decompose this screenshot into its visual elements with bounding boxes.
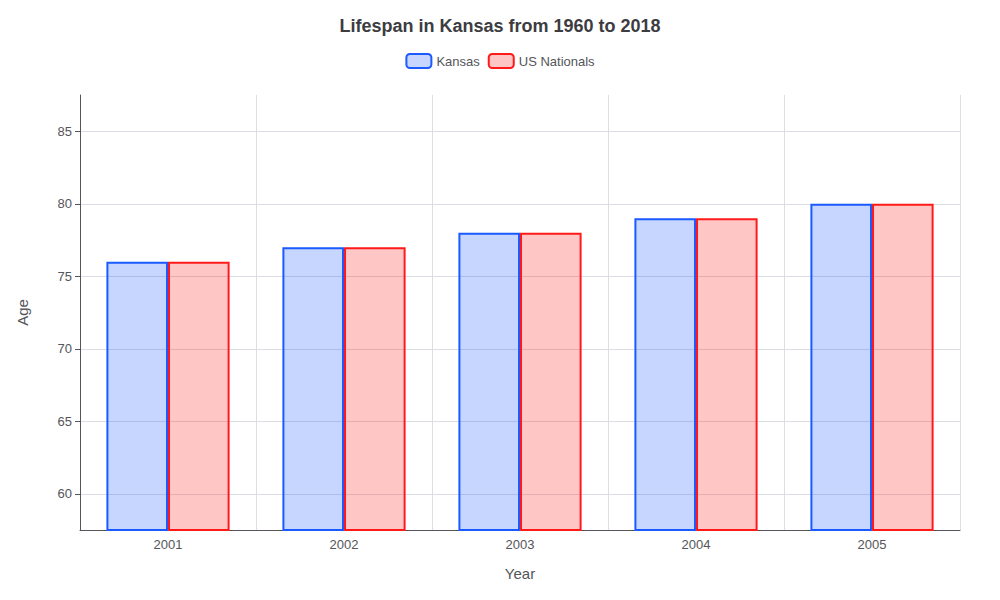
svg-text:2005: 2005 bbox=[858, 537, 887, 552]
svg-text:60: 60 bbox=[58, 486, 72, 501]
svg-text:65: 65 bbox=[58, 414, 72, 429]
svg-text:Kansas: Kansas bbox=[436, 54, 480, 69]
svg-text:Year: Year bbox=[505, 565, 535, 582]
svg-text:Lifespan in Kansas from 1960 t: Lifespan in Kansas from 1960 to 2018 bbox=[339, 16, 660, 36]
svg-text:75: 75 bbox=[58, 269, 72, 284]
svg-text:2004: 2004 bbox=[682, 537, 711, 552]
svg-text:70: 70 bbox=[58, 341, 72, 356]
svg-text:2002: 2002 bbox=[330, 537, 359, 552]
svg-text:US Nationals: US Nationals bbox=[519, 54, 595, 69]
svg-text:80: 80 bbox=[58, 196, 72, 211]
svg-text:2001: 2001 bbox=[154, 537, 183, 552]
svg-text:Age: Age bbox=[14, 299, 31, 326]
svg-text:85: 85 bbox=[58, 124, 72, 139]
svg-text:2003: 2003 bbox=[506, 537, 535, 552]
